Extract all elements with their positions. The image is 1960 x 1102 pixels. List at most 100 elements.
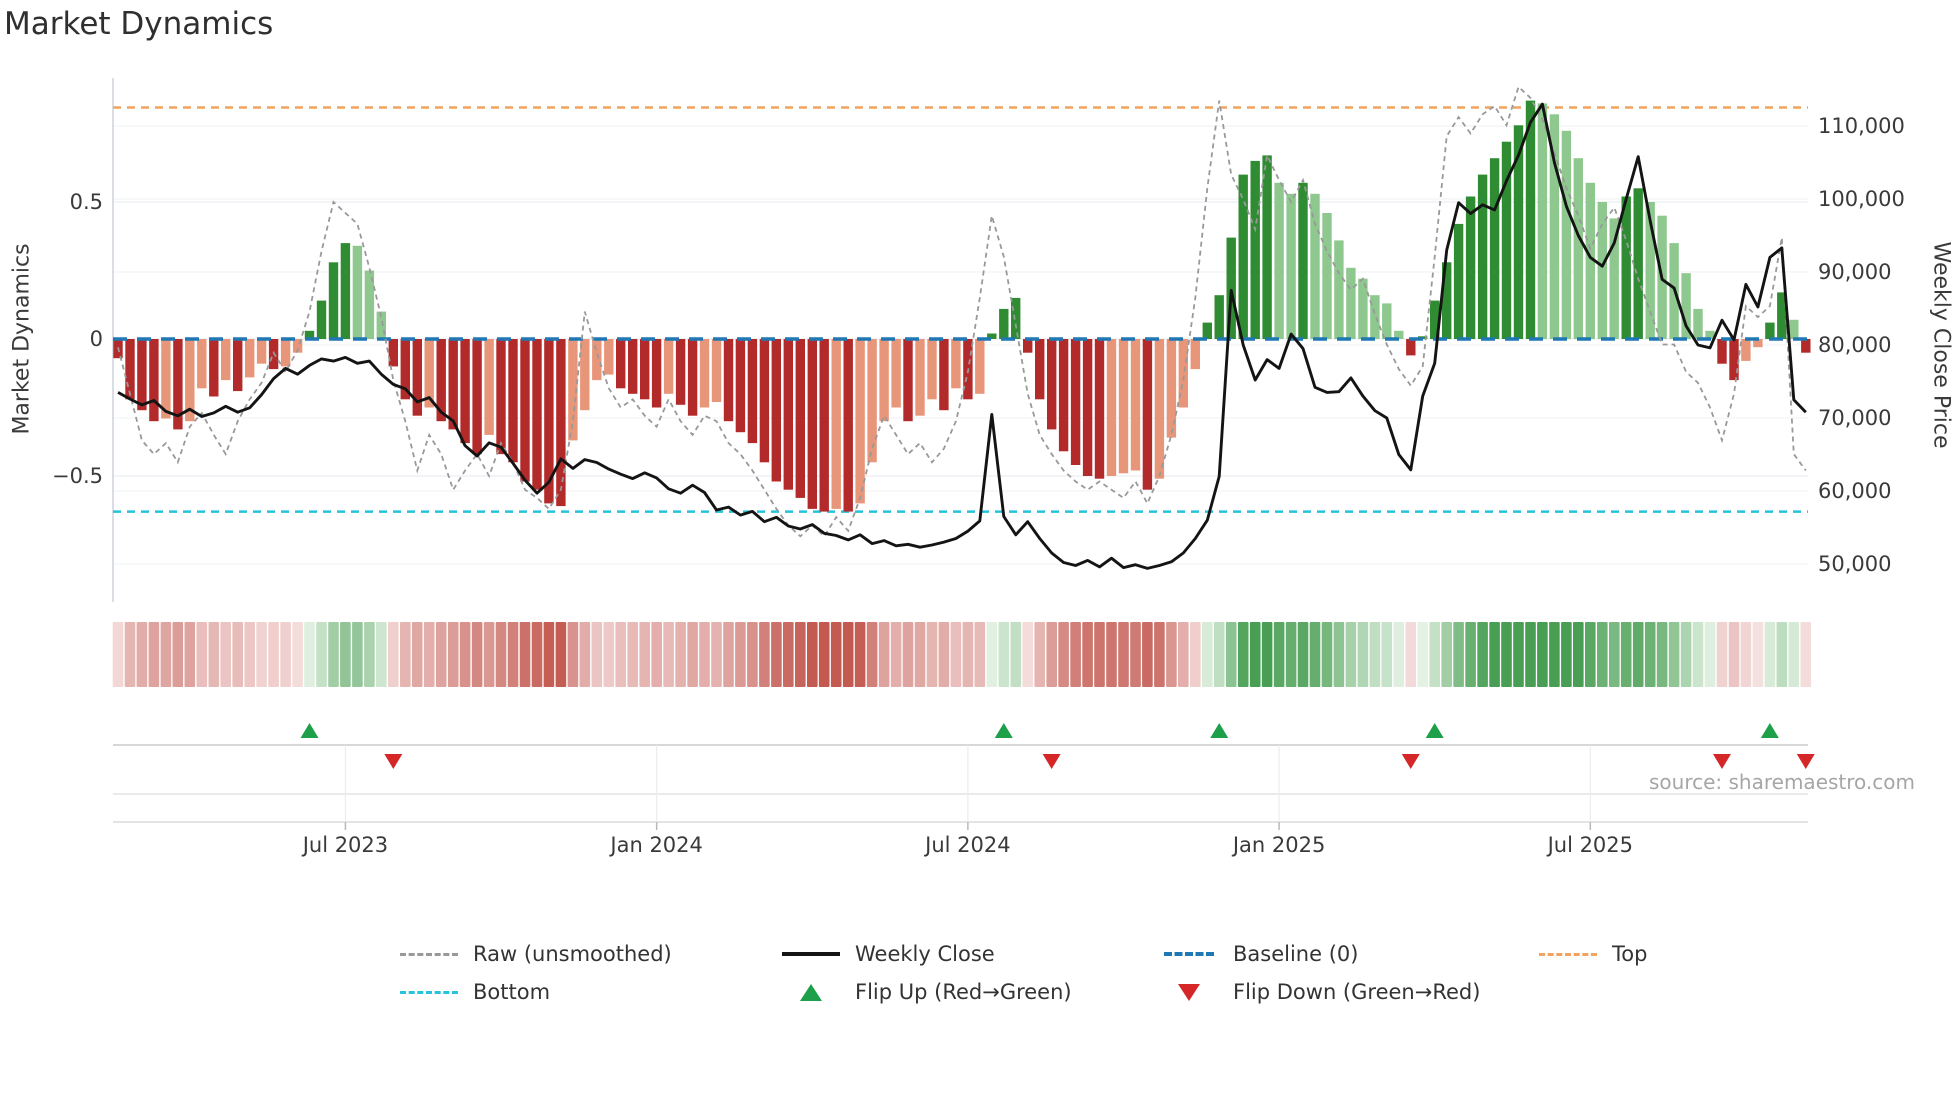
oscillator-bar (1250, 160, 1260, 339)
heatmap-cell (495, 622, 507, 687)
oscillator-bar (927, 339, 937, 400)
oscillator-bar (1106, 339, 1117, 476)
oscillator-bar (616, 339, 626, 389)
oscillator-bar (388, 339, 398, 367)
oscillator-bar (783, 339, 793, 490)
heatmap-cell (807, 622, 818, 687)
heatmap-cell (1489, 622, 1500, 687)
oscillator-bar (1262, 155, 1272, 339)
oscillator-bar (1465, 196, 1476, 339)
heatmap-cell (364, 622, 375, 687)
heatmap-cell (818, 622, 830, 687)
heatmap-cell (962, 622, 974, 687)
oscillator-bar (1633, 188, 1643, 339)
heatmap-cell (1261, 622, 1273, 687)
heatmap-cell (411, 622, 423, 687)
heatmap-cell (124, 622, 136, 687)
heatmap-cell (519, 622, 531, 687)
heatmap-cell (1046, 622, 1057, 687)
heatmap-cell (866, 622, 878, 687)
oscillator-bar (675, 339, 686, 405)
close-line-swatch (780, 952, 842, 956)
heatmap-cell (1537, 622, 1548, 687)
oscillator-bar (197, 339, 207, 389)
oscillator-bar (292, 339, 303, 353)
oscillator-bar (1334, 240, 1344, 339)
heatmap-cell (1549, 622, 1560, 687)
heatmap-cell (160, 622, 172, 687)
heatmap-cell (830, 622, 842, 687)
flip-down-triangle-icon (1158, 983, 1220, 1001)
heatmap-cell (1692, 622, 1704, 687)
flip-up-marker (1425, 723, 1444, 738)
oscillator-bar (759, 339, 770, 463)
left-tick-label: −0.5 (52, 464, 103, 488)
heatmap-cell (1237, 622, 1249, 687)
oscillator-bar (1777, 292, 1787, 339)
heatmap-cell (902, 622, 914, 687)
heatmap-cell (1118, 622, 1129, 687)
oscillator-bar (1298, 182, 1308, 339)
right-tick-label: 70,000 (1818, 406, 1891, 430)
heatmap-cell (1333, 622, 1345, 687)
heatmap-cell (256, 622, 267, 687)
heatmap-cell (1273, 622, 1285, 687)
right-tick-label: 50,000 (1818, 552, 1891, 576)
heatmap-cell (998, 622, 1010, 687)
heatmap-cell (603, 622, 615, 687)
heatmap-cell (543, 622, 555, 687)
oscillator-bar (1549, 114, 1560, 339)
oscillator-bar (233, 339, 243, 392)
oscillator-bar (1801, 339, 1811, 353)
heatmap-cell (423, 622, 435, 687)
oscillator-bar (1705, 330, 1715, 339)
right-tick-label: 110,000 (1818, 114, 1905, 138)
oscillator-bar (628, 339, 638, 394)
oscillator-bar (903, 339, 913, 422)
heatmap-cell (711, 622, 722, 687)
heatmap-cell (1573, 622, 1584, 687)
oscillator-bar (544, 339, 554, 504)
oscillator-bar (1322, 213, 1332, 339)
heatmap-cell (555, 622, 567, 687)
heatmap-cell (1010, 622, 1022, 687)
oscillator-bar (185, 339, 195, 422)
oscillator-bar (1693, 308, 1703, 339)
oscillator-bar (1202, 322, 1212, 339)
heatmap-cell (447, 622, 459, 687)
heatmap-cell (1022, 622, 1033, 687)
heatmap-cell (1788, 622, 1800, 687)
heatmap-cell (1130, 622, 1141, 687)
oscillator-bar (1286, 193, 1296, 339)
baseline-swatch (1158, 952, 1220, 956)
left-tick-label: 0 (90, 327, 103, 351)
heatmap-cell (759, 622, 770, 687)
oscillator-bar (448, 339, 458, 430)
top-line-swatch (1537, 952, 1599, 956)
heatmap-cell (1297, 622, 1309, 687)
heatmap-cell (639, 622, 650, 687)
heatmap-cell (184, 622, 196, 687)
flip-up-marker (994, 723, 1013, 738)
flip-down-marker (1796, 754, 1815, 769)
legend-item-baseline: Baseline (0) (1158, 941, 1358, 967)
oscillator-bar (1070, 339, 1081, 465)
oscillator-bar (1430, 300, 1440, 339)
heatmap-cell (483, 622, 495, 687)
oscillator-bar (1226, 237, 1236, 339)
oscillator-bar (1765, 322, 1775, 339)
heatmap-cell (1190, 622, 1201, 687)
heatmap-cell (1668, 622, 1680, 687)
heatmap-cell (304, 622, 315, 687)
oscillator-bar (137, 339, 147, 411)
legend-item-top: Top (1537, 941, 1647, 967)
left-tick-label: 0.5 (70, 190, 103, 214)
heatmap-cell (340, 622, 351, 687)
heatmap-cell (627, 622, 638, 687)
oscillator-bar (867, 339, 877, 463)
heatmap-cell (1740, 622, 1752, 687)
oscillator-bar (807, 339, 817, 509)
oscillator-bar (999, 308, 1009, 339)
oscillator-bar (340, 243, 351, 339)
heatmap-cell (1656, 622, 1668, 687)
